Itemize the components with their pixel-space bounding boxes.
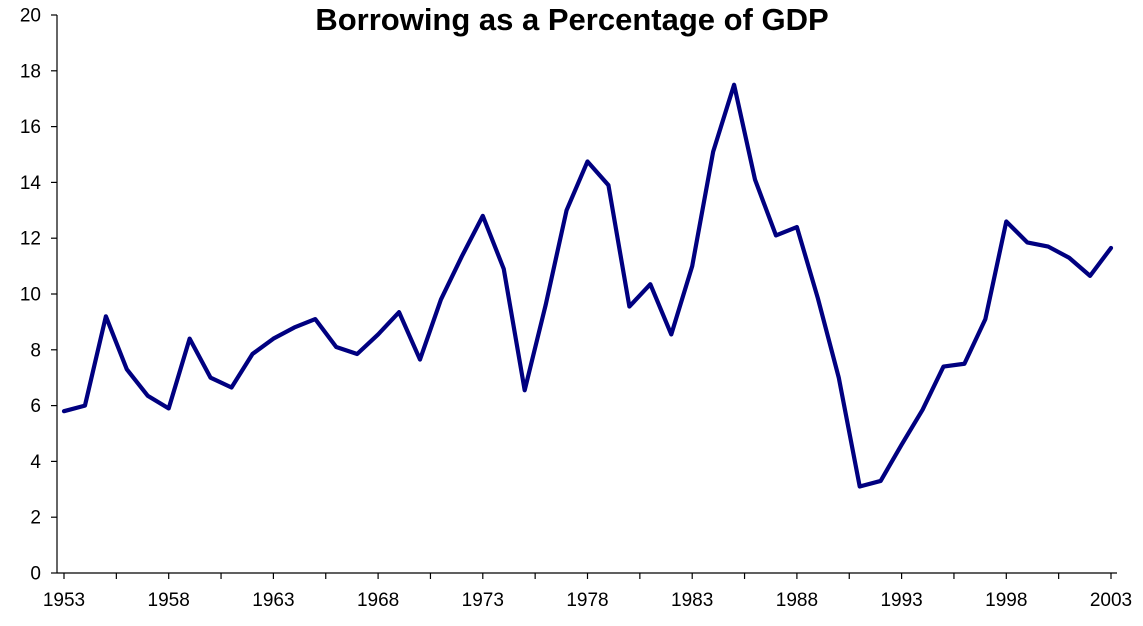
x-tick-label: 1973 [462,590,504,611]
y-tick-label: 0 [30,564,41,585]
x-tick-label: 2003 [1090,590,1132,611]
y-tick-label: 14 [20,173,42,194]
x-tick-label: 1958 [148,590,190,611]
y-tick-label: 12 [20,229,41,250]
y-tick-label: 10 [20,285,41,306]
chart-title: Borrowing as a Percentage of GDP [315,2,828,37]
y-tick-label: 16 [20,117,41,138]
plot-area [61,82,1114,489]
x-tick-label: 1978 [566,590,608,611]
y-tick-label: 4 [30,452,41,473]
y-tick-label: 18 [20,61,41,82]
y-tick-label: 20 [20,6,41,27]
x-tick-label: 1998 [985,590,1027,611]
y-tick-label: 6 [30,396,41,417]
x-axis: 1953 1958 1963 1968 1973 1978 1983 1988 1993 1998… [43,572,1132,611]
x-tick-label: 1953 [43,590,85,611]
x-tick-label: 1968 [357,590,399,611]
y-axis: 0 2 4 6 8 10 12 14 16 18 20 [20,6,58,585]
series-line [61,82,1114,489]
x-tick-label: 1993 [880,590,922,611]
x-tick-label: 1983 [671,590,713,611]
y-tick-label: 2 [30,508,41,529]
y-tick-label: 8 [30,340,41,361]
x-tick-label: 1963 [252,590,294,611]
x-tick-label: 1988 [776,590,818,611]
